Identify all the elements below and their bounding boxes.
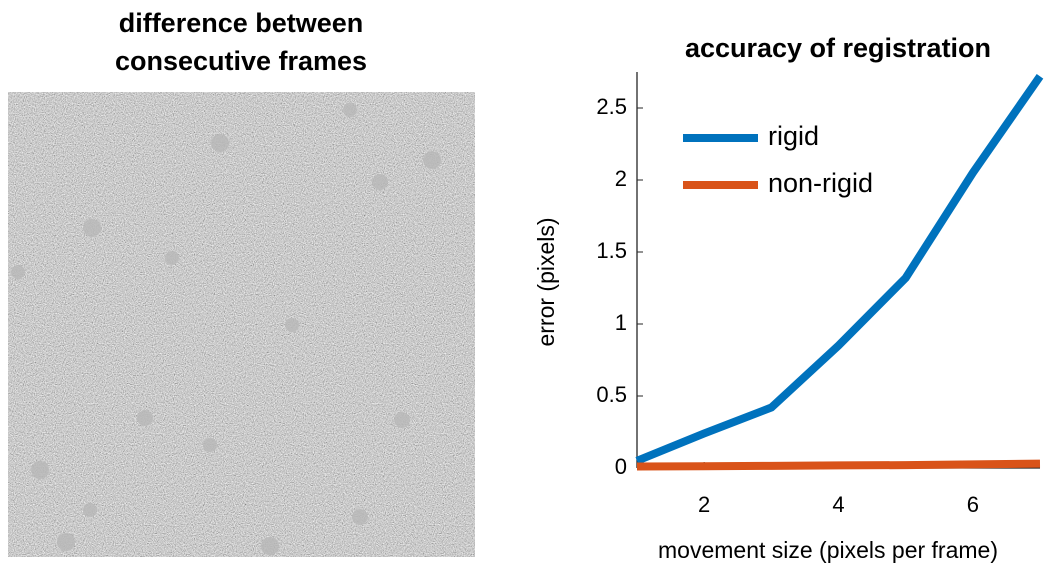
series-line — [635, 74, 1044, 465]
cell-blobs — [11, 103, 441, 555]
noise-image — [8, 92, 475, 557]
image-panel: difference between consecutive frames — [8, 8, 475, 557]
y-tick-label: 0.5 — [596, 382, 627, 407]
y-tick-label: 2.5 — [596, 94, 627, 119]
x-tick-label: 6 — [967, 492, 979, 517]
legend-label: rigid — [768, 121, 819, 151]
x-tick-label: 2 — [698, 492, 710, 517]
legend-label: non-rigid — [768, 168, 873, 198]
x-axis-label: movement size (pixels per frame) — [658, 537, 998, 563]
x-tick-label: 4 — [832, 492, 844, 517]
y-tick-label: 0 — [615, 454, 627, 479]
y-tick-label: 2 — [615, 166, 627, 191]
series-line — [636, 459, 1041, 471]
image-title: consecutive frames — [115, 46, 367, 76]
chart-title: accuracy of registration — [685, 33, 991, 63]
y-tick-label: 1 — [615, 310, 627, 335]
y-tick-label: 1.5 — [596, 238, 627, 263]
y-axis-label: error (pixels) — [533, 217, 559, 346]
image-title: difference between — [119, 8, 364, 38]
